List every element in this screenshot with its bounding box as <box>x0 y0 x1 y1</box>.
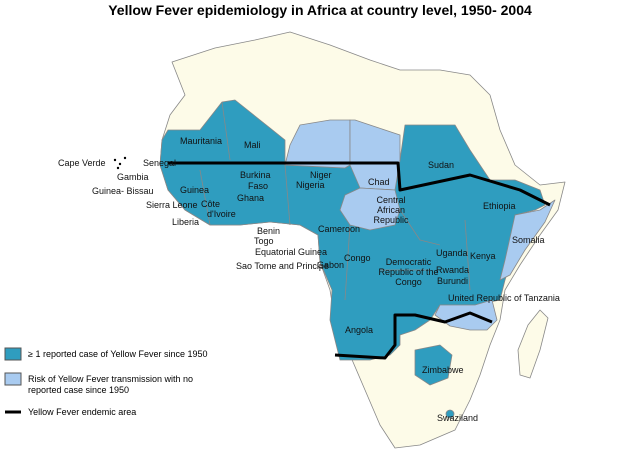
country-label: Uganda <box>436 248 468 258</box>
country-label: Cape Verde <box>58 158 106 168</box>
country-label: Côte <box>201 199 221 209</box>
country-label: Kenya <box>470 251 496 261</box>
island <box>113 158 117 162</box>
country-label: Burkina <box>240 170 271 180</box>
island <box>118 162 122 166</box>
country-label: Swaziland <box>437 413 479 423</box>
island <box>116 166 120 170</box>
country-label: Nigeria <box>296 180 325 190</box>
risk-car <box>339 187 401 231</box>
legend-swatch-risk <box>4 372 22 386</box>
island <box>123 156 127 160</box>
country-label: United Republic of Tanzania <box>448 293 560 303</box>
country-label: Burundi <box>437 276 469 286</box>
country-label: Benin <box>257 226 281 236</box>
country-label: Sudan <box>428 160 455 170</box>
country-label: Congo <box>344 253 371 263</box>
legend-entry: ≥ 1 reported case of Yellow Fever since … <box>28 349 208 359</box>
country-label: d'Ivoire <box>207 209 236 219</box>
zimbabwe <box>414 344 453 386</box>
country-label: Liberia <box>172 217 200 227</box>
country-label: Rwanda <box>436 265 470 275</box>
country-label: Angola <box>345 325 374 335</box>
country-label: Democratic Republic of the Congo <box>378 257 439 287</box>
endemic-line <box>168 161 551 207</box>
country-label: Guinea <box>180 185 210 195</box>
country-label: Senegal <box>143 158 177 168</box>
legend-swatch-reported <box>4 347 22 361</box>
country-label: Zimbabwe <box>422 365 464 375</box>
country-label: Central African Republic <box>373 195 409 225</box>
country-label: Somalia <box>512 235 545 245</box>
country-label: Niger <box>310 170 332 180</box>
country-label: Faso <box>248 181 269 191</box>
country-label: Sao Tome and Principe <box>236 261 329 271</box>
country-label: Togo <box>254 236 274 246</box>
border <box>199 101 471 301</box>
country-label: Gambia <box>117 172 149 182</box>
swaziland <box>445 409 455 419</box>
risk-somalia <box>499 199 556 281</box>
country-label: Mauritania <box>180 136 223 146</box>
country-label: Ethiopia <box>483 201 516 211</box>
madagascar <box>517 309 549 379</box>
endemic-line <box>334 311 493 360</box>
country-label: Mali <box>244 140 261 150</box>
legend-entry: Risk of Yellow Fever transmission with n… <box>28 374 194 395</box>
country-label: Ghana <box>237 193 265 203</box>
map-title: Yellow Fever epidemiology in Africa at c… <box>108 2 532 18</box>
country-label: Cameroon <box>318 224 361 234</box>
country-label: Chad <box>368 177 390 187</box>
country-label: Guinea- Bissau <box>92 186 154 196</box>
country-label: Gabon <box>317 260 345 270</box>
legend-entry: Yellow Fever endemic area <box>28 407 137 417</box>
country-label: Equatorial Guinea <box>255 247 328 257</box>
country-label: Sierra Leone <box>146 200 198 210</box>
